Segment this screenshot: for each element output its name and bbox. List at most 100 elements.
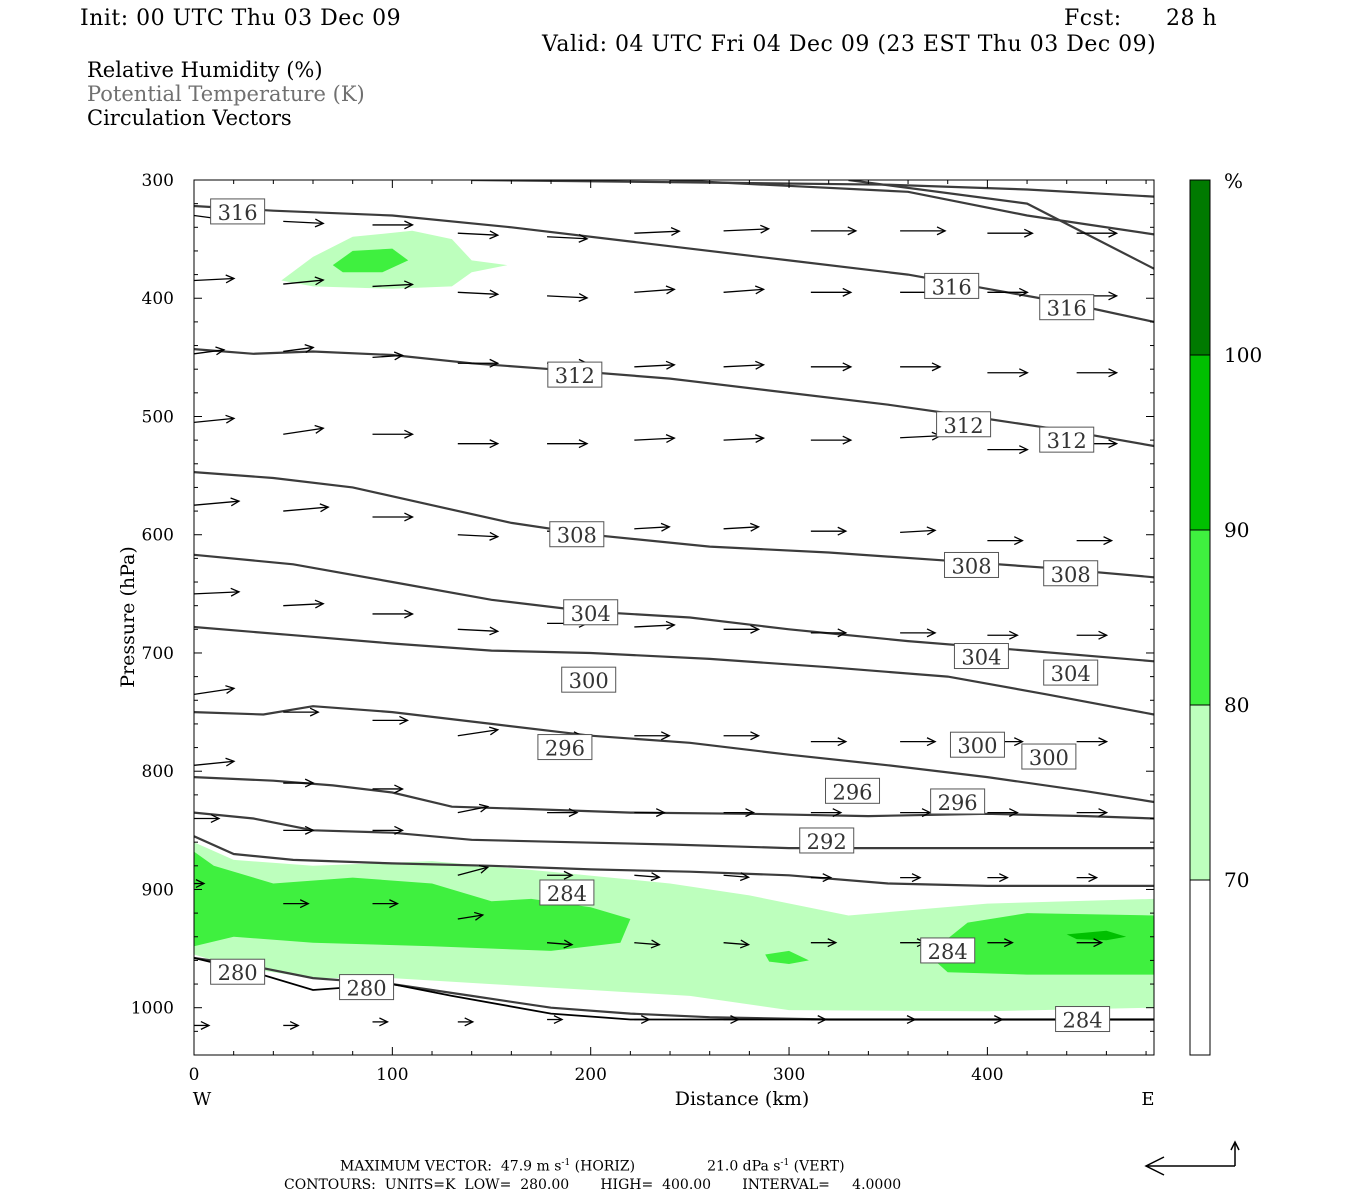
svg-text:300: 300 [957,734,997,758]
forecast-hours: 28 h [1166,6,1218,31]
colorbar-segment [1190,355,1210,530]
circulation-vector [810,873,833,883]
theta-label-312: 312 [936,411,992,438]
theta-contour-300-7 [194,625,1154,716]
y-tick-label: 1000 [131,999,174,1019]
circulation-vector [457,531,500,541]
rh-region-3 [194,851,631,951]
circulation-vector [457,358,500,368]
theta-label-280: 280 [339,974,395,1001]
legend-relative-humidity: Relative Humidity (%) [87,58,323,82]
theta-label-312: 312 [547,361,603,388]
theta-label-316: 316 [924,272,980,299]
rh-region-1 [332,248,409,273]
circulation-vector [194,346,226,356]
circulation-vector [634,620,676,630]
circulation-vector [283,778,315,788]
circulation-vector [283,276,325,286]
circulation-vector [1076,808,1109,818]
svg-text:312: 312 [944,414,984,438]
svg-text:312: 312 [1047,429,1087,453]
theta-contour-292-10 [194,811,1154,850]
svg-text:300: 300 [569,669,609,693]
svg-text:300: 300 [1029,746,1069,770]
circulation-vector [547,1015,564,1025]
circulation-vector [987,287,1029,297]
circulation-vector [194,757,236,767]
circulation-vector [457,289,500,299]
colorbar-label: 70 [1224,868,1249,892]
theta-contour-296-8 [194,705,1154,804]
colorbar-segment [1190,705,1210,880]
circulation-vector [372,512,415,522]
circulation-vector [457,626,500,636]
theta-label-308: 308 [944,551,1000,578]
circulation-vector [987,536,1024,546]
svg-text:308: 308 [557,524,597,548]
colorbar-label: 90 [1224,518,1249,542]
circulation-vector [547,939,574,949]
circulation-vector [547,233,589,243]
circulation-vector [283,424,325,435]
theta-label-284: 284 [539,879,595,906]
colorbar-label: 80 [1224,693,1249,717]
circulation-vector [634,434,676,444]
forecast-label: Fcst: [1064,6,1122,31]
colorbar-segment [1190,880,1210,1055]
reference-vector-icon [1144,1140,1240,1176]
x-tick-label: 400 [971,1065,1003,1085]
theta-contour-308-5 [194,471,1154,579]
colorbar-segment [1190,180,1210,355]
colorbar-label: 100 [1224,343,1262,367]
y-tick-label: 600 [142,526,174,546]
theta-label-300: 300 [949,731,1005,758]
theta-contour-316-0 [194,204,1154,323]
circulation-vector [283,1020,300,1030]
circulation-vector [723,731,761,741]
circulation-vector [987,368,1029,378]
x-tick-label: 300 [773,1065,805,1085]
theta-label-304: 304 [563,599,619,626]
circulation-vector [810,362,853,372]
circulation-vector [810,737,848,747]
circulation-vector [1076,737,1109,747]
circulation-vector [634,1015,651,1025]
theta-label-284: 284 [1055,1006,1111,1033]
theta-label-308: 308 [1043,560,1099,587]
svg-text:296: 296 [938,791,978,815]
svg-text:316: 316 [932,275,972,299]
circulation-vector [1076,938,1104,948]
rh-shading-layer [194,230,1154,1012]
theta-contour-304-6 [194,553,1154,663]
east-label: E [1141,1089,1154,1110]
max-vector-line: MAXIMUM VECTOR: 47.9 m s-1 (HORIZ) 21.0 d… [340,1158,845,1175]
circulation-vector [723,1015,741,1025]
circulation-vector [810,808,843,818]
svg-text:312: 312 [555,364,595,388]
circulation-vector [723,224,771,234]
theta-label-304: 304 [1043,659,1099,686]
legend-potential-temperature: Potential Temperature (K) [87,82,365,106]
theta-contour-316-1 [471,180,1154,198]
circulation-vector [634,360,676,370]
circulation-vector [1076,368,1119,378]
circulation-vector [987,630,1019,640]
circulation-vector [723,522,761,532]
circulation-vector [900,873,922,883]
colorbar-frame [1189,179,1211,1056]
theta-label-316: 316 [1039,294,1095,321]
y-tick-label: 700 [142,644,174,664]
circulation-vector [1076,228,1119,238]
theta-contour-316-3 [848,180,1154,270]
circulation-vector [194,497,241,507]
circulation-vector [372,609,415,619]
theta-label-300: 300 [1021,743,1077,770]
circulation-vector [900,226,947,236]
circulation-vector [283,503,330,513]
svg-text:308: 308 [1051,563,1091,587]
theta-label-308: 308 [549,521,605,548]
theta-label-300: 300 [561,666,617,693]
circulation-vector [457,864,490,876]
valid-time: Valid: 04 UTC Fri 04 Dec 09 (23 EST Thu … [542,32,1157,57]
theta-label-312: 312 [1039,426,1095,453]
